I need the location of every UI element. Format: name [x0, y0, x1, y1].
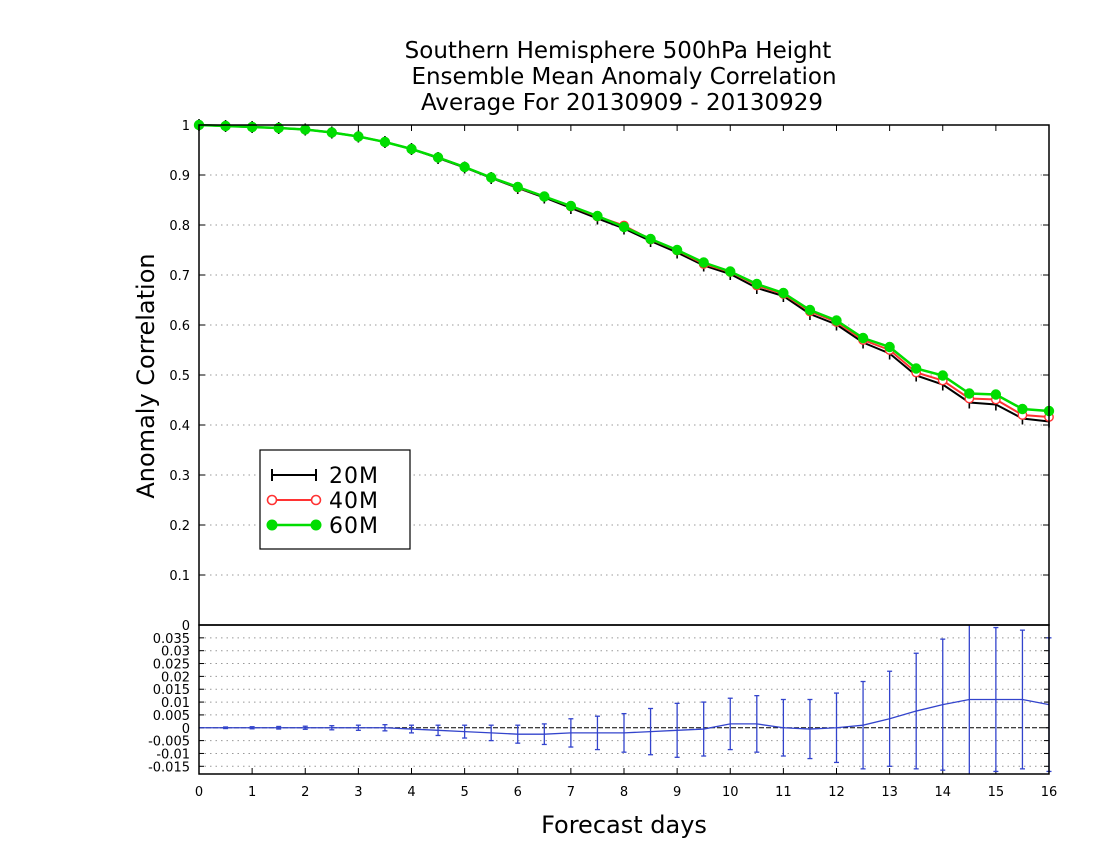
point-60m [539, 191, 550, 202]
point-60m [432, 152, 444, 163]
legend-label-40m: 40M [329, 489, 379, 514]
legend-marker-60m-a [266, 519, 278, 531]
diff-y-tick-label: -0.005 [148, 735, 190, 750]
main-y-tick-label-zero: 0 [182, 619, 190, 634]
main-panel-y-ticks: 0.1 0.2 0.3 0.4 0.5 0.6 0.7 0.8 0.9 1 0 [169, 119, 1049, 634]
diff-y-tick-label: 0.03 [161, 645, 190, 660]
main-y-tick-label: 0.8 [169, 219, 190, 234]
x-tick-label: 13 [881, 785, 898, 800]
chart-title-line-2: Ensemble Mean Anomaly Correlation [411, 64, 836, 90]
x-tick-label: 12 [828, 785, 845, 800]
series-line-60m [198, 123, 1050, 413]
chart-title-line-3: Average For 20130909 - 20130929 [421, 90, 823, 116]
y-axis-label: Anomaly Correlation [132, 253, 160, 498]
diff-y-tick-label: 0.015 [153, 683, 190, 698]
x-tick-label: 5 [460, 785, 468, 800]
x-tick-label: 1 [248, 785, 256, 800]
x-tick-label: 15 [988, 785, 1005, 800]
point-60m [645, 233, 656, 245]
point-60m [910, 363, 922, 374]
x-tick-label: 16 [1041, 785, 1058, 800]
main-y-tick-label: 0.6 [169, 319, 190, 334]
point-60m [406, 143, 417, 155]
point-60m [671, 244, 683, 256]
legend-label-20m: 20M [329, 464, 379, 489]
diff-y-tick-label: 0.035 [153, 632, 190, 647]
point-60m [751, 278, 763, 290]
diff-panel-series [199, 625, 1052, 774]
chart-title-line-1: Southern Hemisphere 500hPa Height [405, 38, 832, 64]
diff-y-tick-label: 0.01 [161, 696, 190, 711]
legend-marker-40m-b [310, 494, 322, 506]
point-60m [1017, 403, 1028, 415]
main-y-tick-label: 0.1 [169, 569, 190, 584]
x-axis-ticks: 0 1 2 3 4 5 6 7 8 9 10 11 12 13 14 15 16 [195, 125, 1057, 800]
point-60m [592, 210, 603, 222]
point-60m [326, 127, 338, 138]
x-tick-label: 2 [301, 785, 309, 800]
diff-y-tick-label: -0.01 [156, 747, 190, 762]
point-60m [246, 121, 258, 133]
point-60m [831, 315, 842, 326]
x-tick-label: 8 [620, 785, 628, 800]
legend-label-60m: 60M [329, 514, 379, 539]
x-tick-label: 4 [407, 785, 415, 800]
x-tick-label: 10 [722, 785, 739, 800]
point-60m [725, 266, 736, 277]
x-tick-label: 11 [775, 785, 792, 800]
x-axis-label: Forecast days [541, 811, 707, 839]
point-60m [512, 181, 523, 193]
diff-y-tick-label: -0.015 [148, 760, 190, 775]
series-line-40m [198, 124, 1050, 418]
point-60m [220, 120, 231, 132]
point-60m [353, 131, 364, 142]
diff-y-tick-label: 0 [182, 722, 190, 737]
diff-panel-frame [198, 624, 1050, 775]
x-tick-label: 3 [354, 785, 362, 800]
main-y-tick-label: 0.3 [169, 469, 190, 484]
point-60m [964, 388, 975, 399]
point-60m [857, 332, 869, 344]
point-60m [300, 124, 311, 135]
x-tick-label: 7 [567, 785, 575, 800]
point-60m [884, 341, 895, 353]
diff-panel-y-ticks: -0.015-0.01-0.00500.0050.010.0150.020.02… [148, 632, 1049, 775]
legend-item-20m: 20M [271, 464, 379, 489]
main-y-tick-label: 0.7 [169, 269, 190, 284]
x-tick-label: 0 [195, 785, 203, 800]
series-line-20m [198, 124, 1050, 423]
main-y-tick-label: 0.9 [169, 169, 190, 184]
point-60m [804, 304, 816, 316]
x-tick-label: 9 [673, 785, 681, 800]
x-tick-label: 6 [514, 785, 522, 800]
point-60m [698, 257, 709, 268]
main-y-tick-label: 0.4 [169, 419, 190, 434]
legend-marker-40m-a [266, 494, 278, 506]
main-y-tick-label: 1 [182, 119, 190, 134]
point-60m [778, 287, 789, 299]
point-60m [618, 221, 630, 233]
legend-marker-60m-b [310, 519, 322, 531]
diff-y-tick-label: 0.025 [153, 658, 190, 673]
point-60m [379, 136, 391, 148]
main-y-tick-label: 0.5 [169, 369, 190, 384]
legend-item-60m: 60M [266, 514, 379, 539]
point-60m [565, 200, 577, 212]
point-60m [990, 389, 1002, 400]
main-y-tick-label: 0.2 [169, 519, 190, 534]
legend-item-40m: 40M [266, 489, 379, 514]
x-tick-label: 14 [934, 785, 951, 800]
main-panel-series [193, 119, 1055, 428]
point-60m [937, 370, 948, 381]
legend: 20M 40M 60M [259, 449, 411, 550]
diff-y-tick-label: 0.005 [153, 709, 190, 724]
point-60m [485, 172, 497, 183]
point-60m [459, 161, 470, 173]
diff-y-tick-label: 0.02 [161, 670, 190, 685]
